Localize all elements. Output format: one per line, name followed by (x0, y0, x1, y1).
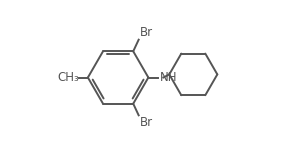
Text: NH: NH (160, 71, 177, 84)
Text: Br: Br (140, 116, 153, 129)
Text: CH₃: CH₃ (57, 71, 79, 84)
Text: Br: Br (140, 26, 153, 39)
